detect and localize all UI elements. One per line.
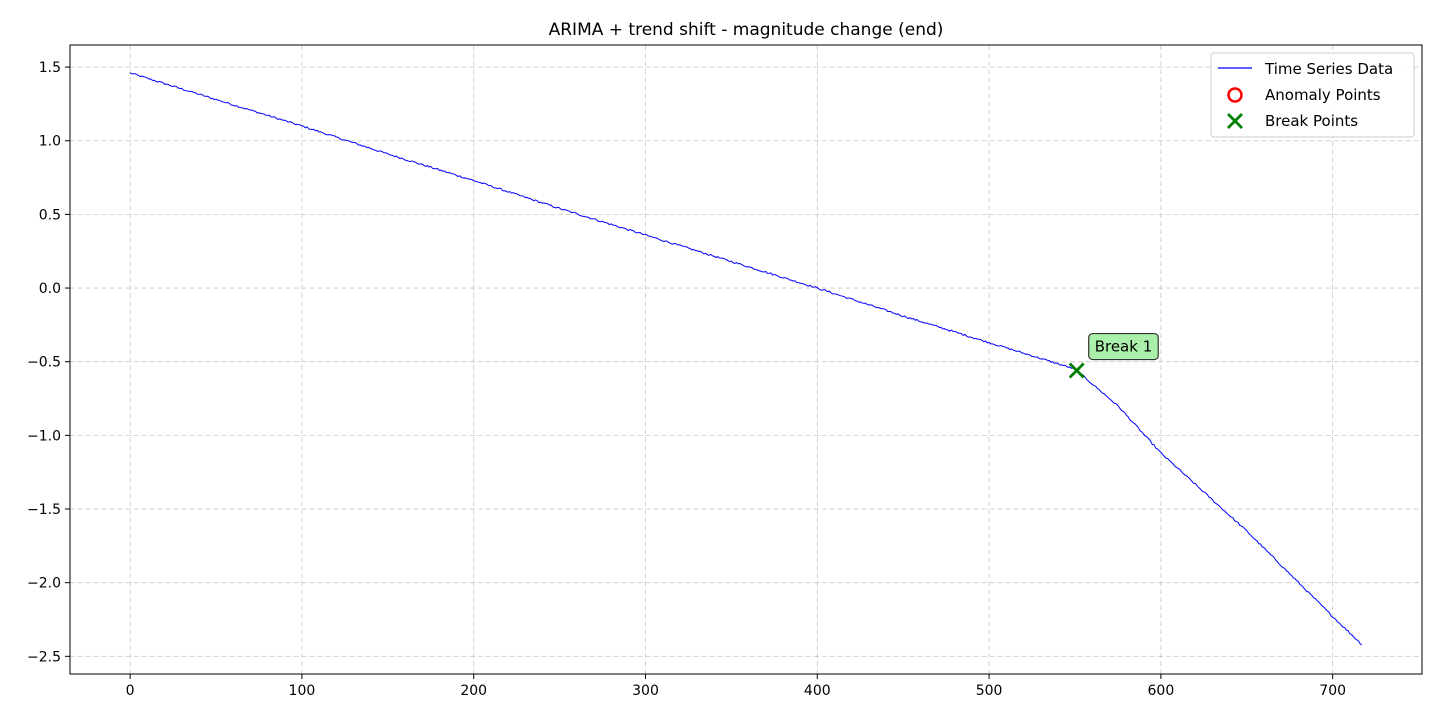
y-tick-label: −1.0 — [27, 428, 61, 444]
legend-frame — [1210, 52, 1415, 138]
x-tick-label: 100 — [289, 683, 316, 699]
x-tick-label: 700 — [1319, 683, 1346, 699]
x-tick-label: 300 — [632, 683, 659, 699]
x-tick-label: 0 — [126, 683, 135, 699]
y-tick-label: 0.5 — [39, 207, 61, 223]
annotation-box — [1088, 332, 1159, 361]
legend-break-x-icon — [1227, 113, 1243, 129]
x-tick-label: 500 — [976, 683, 1003, 699]
grid — [70, 45, 1422, 674]
legend-label-series: Time Series Data — [1264, 60, 1393, 78]
y-tick-label: −2.0 — [27, 576, 61, 592]
y-tick-label: −1.5 — [27, 502, 61, 518]
chart-title: ARIMA + trend shift - magnitude change (… — [549, 20, 944, 40]
plot-frame — [69, 44, 1423, 675]
break-point-marker — [1068, 362, 1085, 379]
series-line-time-series-data — [129, 72, 1363, 646]
series-layer — [129, 72, 1363, 646]
y-tick-label: 1.5 — [39, 60, 61, 76]
axis-ticks: 0 100 200 300 400 500 600 700 1.5 1.0 0.5 0.0 −0.5 −1… — [27, 60, 1346, 699]
x-tick-label: 200 — [460, 683, 487, 699]
legend: Time Series Data Anomaly Points Break Po… — [1210, 52, 1415, 138]
y-tick-label: −0.5 — [27, 355, 61, 371]
legend-label-break: Break Points — [1265, 112, 1358, 130]
y-tick-label: −2.5 — [27, 649, 61, 665]
marker-layer: Break 1 — [1068, 332, 1159, 379]
annotation-label: Break 1 — [1095, 338, 1153, 356]
y-tick-label: 1.0 — [39, 134, 61, 150]
x-tick-label: 400 — [804, 683, 831, 699]
legend-label-anomaly: Anomaly Points — [1265, 86, 1381, 104]
legend-anomaly-circle-icon — [1227, 87, 1243, 103]
break-annotation: Break 1 — [1088, 332, 1159, 361]
y-tick-label: 0.0 — [39, 281, 61, 297]
x-tick-label: 600 — [1148, 683, 1175, 699]
